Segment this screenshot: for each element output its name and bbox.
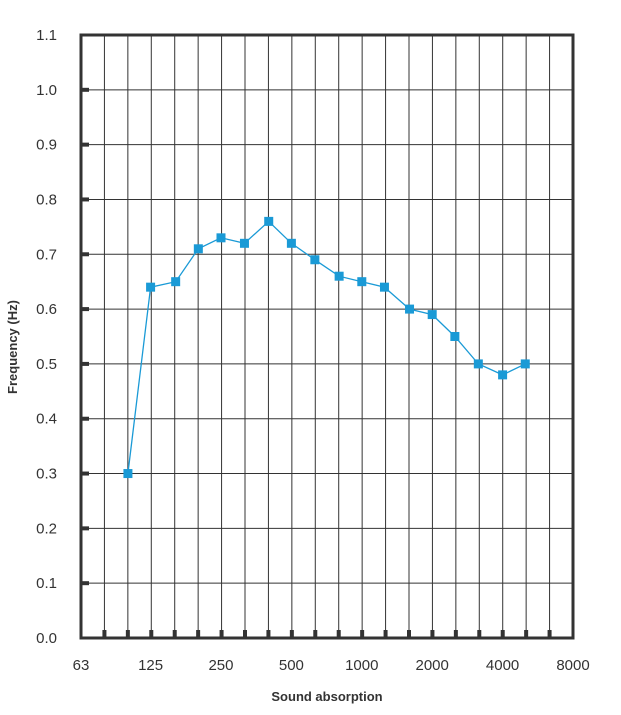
x-tick-label: 125 (138, 657, 163, 674)
y-tick-mark (81, 197, 89, 202)
x-tick-label: 63 (73, 657, 90, 674)
x-tick-mark (453, 630, 458, 638)
y-tick-mark (81, 142, 89, 147)
x-tick-mark (313, 630, 318, 638)
y-tick-mark (81, 252, 89, 257)
y-tick-label: 0.5 (36, 356, 57, 373)
x-tick-mark (102, 630, 107, 638)
y-tick-mark (81, 307, 89, 312)
y-tick-label: 1.0 (36, 82, 57, 99)
y-tick-label: 0.6 (36, 301, 57, 318)
axis-ticks (81, 87, 552, 638)
x-tick-mark (266, 630, 271, 638)
x-tick-mark (196, 630, 201, 638)
y-tick-mark (81, 87, 89, 92)
x-tick-mark (383, 630, 388, 638)
x-tick-mark (407, 630, 411, 638)
y-tick-label: 0.4 (36, 411, 57, 428)
y-tick-label: 0.1 (36, 575, 57, 592)
y-tick-mark (81, 361, 89, 366)
data-point (193, 244, 203, 254)
y-tick-label: 0.8 (36, 191, 57, 208)
y-tick-mark (81, 526, 89, 531)
y-tick-label: 0.9 (36, 137, 57, 154)
x-tick-label: 500 (279, 657, 304, 674)
data-point (334, 271, 344, 281)
x-tick-mark (430, 630, 435, 638)
data-point (405, 304, 415, 314)
data-point (379, 282, 389, 292)
x-tick-label: 2000 (416, 657, 449, 674)
x-tick-mark (477, 630, 482, 638)
x-tick-mark (500, 630, 505, 638)
x-tick-label: 1000 (345, 657, 378, 674)
y-tick-mark (81, 471, 89, 476)
x-tick-mark (336, 630, 341, 638)
data-point (450, 332, 460, 341)
data-point (427, 310, 437, 320)
y-tick-label: 1.1 (36, 27, 57, 44)
plot-frame (79, 33, 575, 640)
y-tick-label: 0.0 (36, 630, 57, 647)
x-tick-mark (149, 630, 154, 638)
x-tick-label: 8000 (556, 657, 589, 674)
data-point (520, 359, 530, 369)
y-tick-label: 0.3 (36, 466, 57, 483)
y-tick-mark (81, 581, 89, 586)
x-tick-mark (243, 630, 247, 638)
y-tick-label: 0.7 (36, 246, 57, 263)
x-tick-mark (125, 630, 130, 638)
x-tick-mark (360, 630, 365, 638)
y-tick-mark (81, 416, 89, 421)
x-tick-label: 250 (208, 657, 233, 674)
grid (81, 35, 573, 638)
data-point (310, 255, 320, 265)
data-point (216, 233, 226, 243)
x-tick-mark (219, 630, 224, 638)
data-point (171, 277, 181, 287)
y-tick-labels: 0.0 0.1 0.2 0.3 0.4 0.5 0.6 0.7 0.8 0.9 1.0 1.1 (36, 27, 57, 647)
x-tick-mark (547, 630, 552, 638)
series-line (127, 220, 526, 474)
data-point (498, 370, 508, 380)
x-tick-labels: 63 125 250 500 1000 2000 4000 8000 (73, 657, 590, 674)
data-point (264, 216, 274, 226)
data-point (146, 282, 156, 292)
x-tick-mark (289, 630, 294, 638)
data-point (473, 359, 483, 369)
y-tick-label: 0.2 (36, 520, 57, 537)
x-axis-title: Sound absorption (271, 689, 382, 704)
data-point (123, 469, 133, 479)
x-tick-label: 4000 (486, 657, 519, 674)
data-point (357, 277, 367, 287)
series (123, 216, 530, 479)
data-point (286, 238, 296, 248)
x-tick-mark (172, 630, 177, 638)
data-point (239, 238, 249, 248)
x-tick-mark (524, 630, 529, 638)
y-axis-title: Frequency (Hz) (5, 300, 20, 394)
